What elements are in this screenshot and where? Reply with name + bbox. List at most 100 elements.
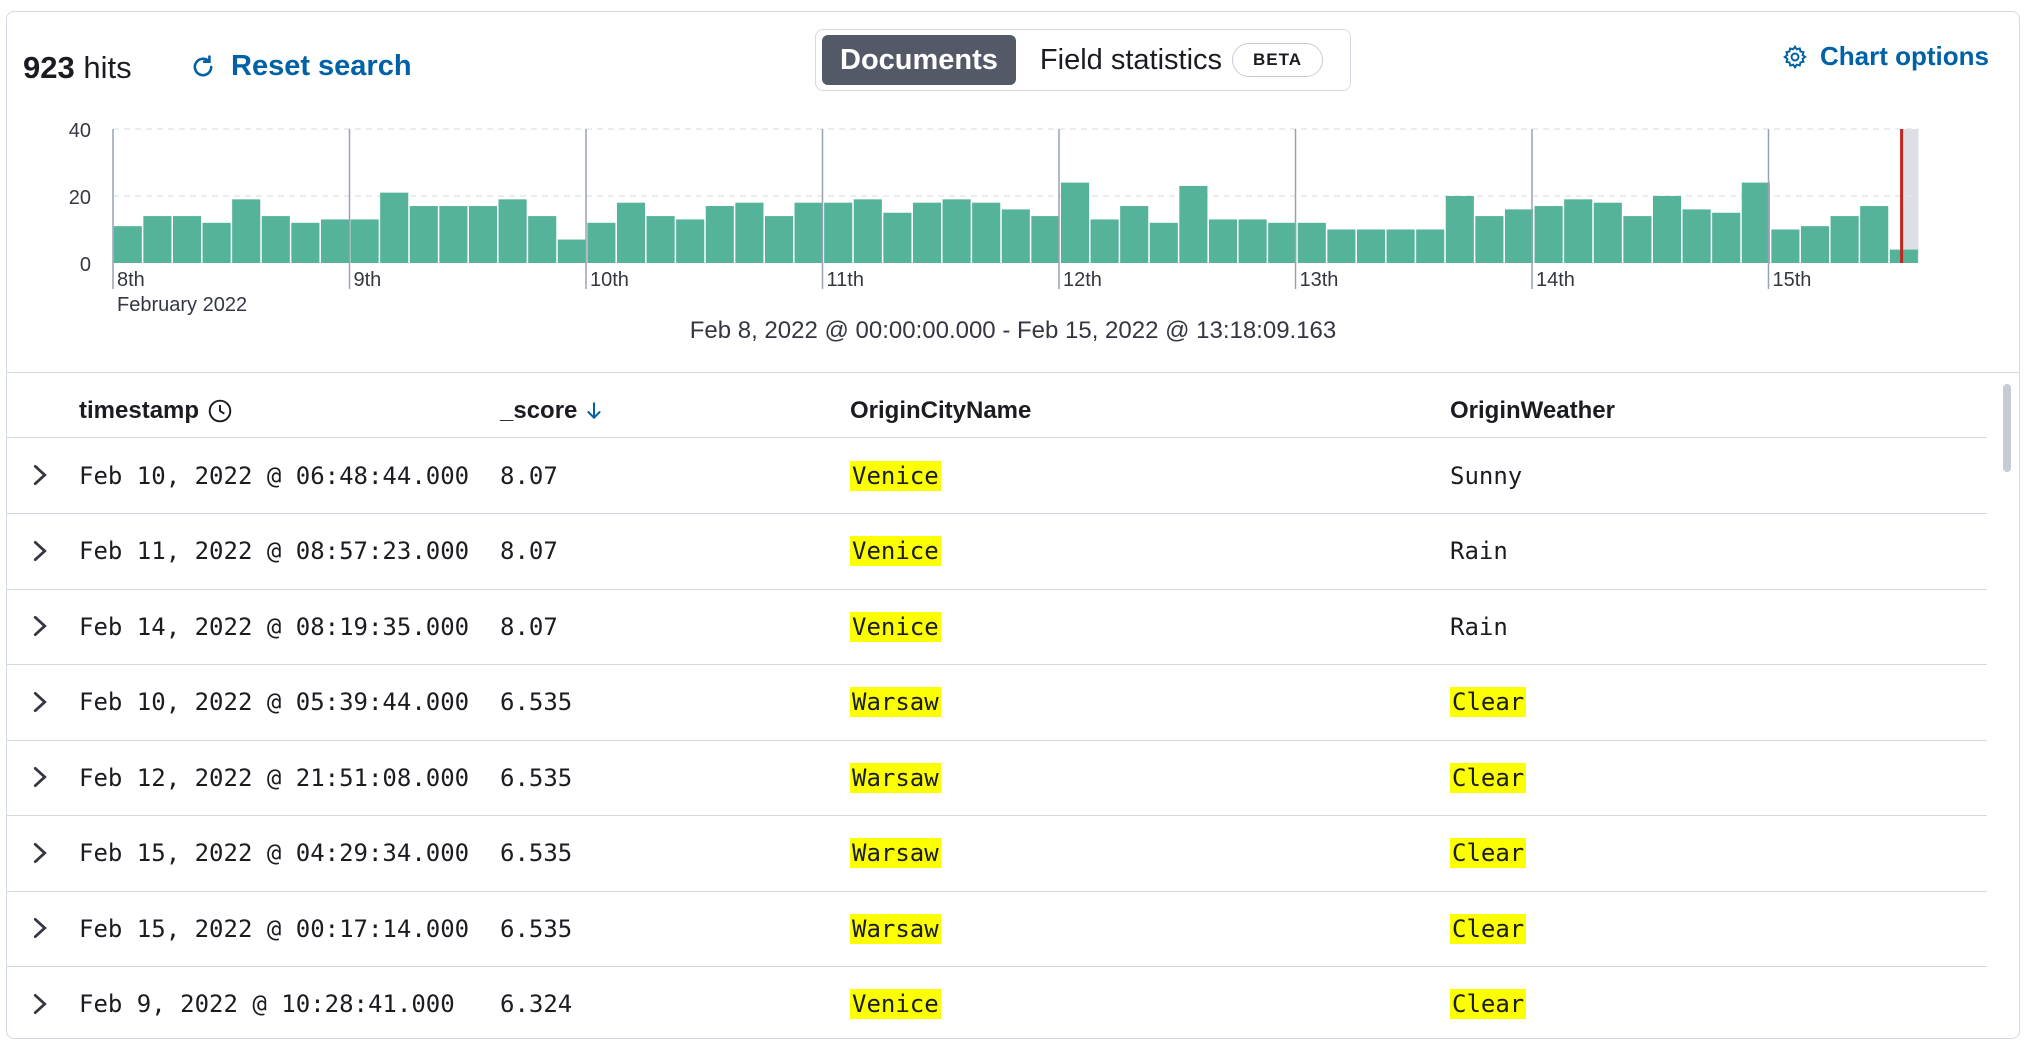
histogram-chart[interactable]: 0 20 40 8th 9th 10th 11th 12th 13th 14th 15th Febru…: [7, 107, 2019, 317]
histogram-bar: [439, 206, 468, 263]
timestamp-value: Feb 15, 2022 @ 00:17:14.000: [79, 914, 470, 943]
histogram-bar: [1297, 222, 1326, 263]
hits-number: 923: [23, 50, 75, 85]
refresh-icon: [193, 54, 213, 76]
y-tick-label: 20: [69, 187, 91, 209]
tab-documents[interactable]: Documents: [822, 35, 1016, 85]
reset-search-button[interactable]: Reset search: [189, 50, 412, 83]
chevron-right-icon[interactable]: [31, 766, 49, 788]
histogram-bar: [764, 216, 794, 263]
histogram-bar: [1682, 209, 1711, 263]
origin-city-value: Warsaw: [850, 838, 941, 868]
cell-score: 6.324: [500, 967, 573, 1039]
timestamp-value: Feb 14, 2022 @ 08:19:35.000: [79, 612, 470, 641]
histogram-bar: [1268, 222, 1297, 263]
cell-origin-weather: Rain: [1450, 589, 1508, 664]
table-row[interactable]: Feb 10, 2022 @ 06:48:44.000 8.07 Venice Sun…: [7, 438, 1987, 514]
x-tick-label: 14th: [1536, 269, 1575, 291]
table-row[interactable]: Feb 12, 2022 @ 21:51:08.000 6.535 Warsaw Cl…: [7, 740, 1987, 816]
column-header-origin-city[interactable]: OriginCityName: [850, 397, 1031, 425]
cell-origin-city: Warsaw: [850, 816, 941, 891]
x-tick-label: 10th: [590, 269, 629, 291]
histogram-bar: [705, 206, 734, 263]
histogram-bar: [794, 202, 823, 263]
histogram-bar: [616, 202, 646, 263]
table-row[interactable]: Feb 10, 2022 @ 05:39:44.000 6.535 Warsaw Cl…: [7, 665, 1987, 741]
column-header-timestamp[interactable]: timestamp: [79, 397, 233, 425]
histogram-bar: [232, 199, 261, 263]
table-row[interactable]: Feb 15, 2022 @ 00:17:14.000 6.535 Warsaw Cl…: [7, 891, 1987, 967]
chevron-right-icon[interactable]: [31, 917, 49, 939]
cell-score: 6.535: [500, 665, 572, 740]
chevron-right-icon[interactable]: [31, 691, 49, 713]
table-scrollbar[interactable]: [2003, 384, 2011, 472]
sort-desc-icon[interactable]: [585, 401, 603, 421]
chevron-right-icon[interactable]: [31, 842, 49, 864]
histogram-bar: [1830, 216, 1859, 263]
origin-weather-value: Clear: [1450, 838, 1527, 868]
histogram-bar: [1120, 206, 1149, 263]
histogram-bar: [320, 219, 350, 263]
tab-documents-label: Documents: [840, 43, 998, 76]
score-value: 6.535: [500, 763, 573, 792]
chevron-right-icon[interactable]: [31, 464, 49, 486]
score-value: 6.324: [500, 990, 573, 1018]
y-tick-label: 40: [69, 120, 91, 142]
histogram-bar: [1179, 185, 1208, 263]
histogram-bar: [557, 239, 586, 263]
x-tick-label: 15th: [1773, 269, 1812, 291]
column-header-score[interactable]: _score: [500, 397, 603, 425]
cell-timestamp: Feb 12, 2022 @ 21:51:08.000: [79, 740, 469, 815]
histogram-bar: [1889, 249, 1918, 263]
chevron-right-icon[interactable]: [31, 615, 49, 637]
histogram-bar: [1593, 202, 1622, 263]
column-header-origin-weather[interactable]: OriginWeather: [1450, 397, 1615, 425]
histogram-bar: [291, 222, 320, 263]
histogram-bar: [587, 222, 616, 263]
histogram-bar: [646, 216, 675, 263]
histogram-bar: [1771, 229, 1800, 263]
histogram-bar: [1741, 182, 1770, 263]
origin-city-value: Warsaw: [850, 762, 941, 793]
histogram-bar: [1001, 209, 1030, 263]
tab-field-statistics[interactable]: Field statistics BETA: [1022, 35, 1341, 85]
cell-score: 8.07: [500, 438, 558, 513]
timestamp-value: Feb 11, 2022 @ 08:57:23.000: [79, 537, 470, 565]
histogram-bar: [1564, 199, 1593, 263]
score-value: 8.07: [500, 537, 558, 565]
chevron-right-icon[interactable]: [31, 540, 49, 562]
histogram-bar: [1800, 226, 1830, 263]
origin-city-value: Warsaw: [850, 687, 941, 717]
table-row[interactable]: Feb 15, 2022 @ 04:29:34.000 6.535 Warsaw Cl…: [7, 816, 1987, 892]
histogram-bar: [1475, 216, 1504, 263]
score-value: 6.535: [500, 914, 573, 943]
histogram-bar: [1327, 229, 1356, 263]
score-value: 8.07: [500, 461, 558, 490]
origin-city-value: Venice: [850, 611, 941, 642]
cell-origin-city: Warsaw: [850, 891, 941, 966]
column-timestamp-label: timestamp: [79, 397, 200, 424]
cell-origin-city: Warsaw: [850, 740, 941, 815]
chart-options-button[interactable]: Chart options: [1782, 41, 1989, 72]
histogram-bar: [1031, 216, 1060, 263]
origin-weather-value: Clear: [1450, 687, 1527, 717]
histogram-bar: [261, 216, 290, 263]
x-tick-label: 9th: [354, 269, 382, 291]
histogram-bar: [172, 216, 202, 263]
histogram-bar: [735, 202, 764, 263]
chevron-right-icon[interactable]: [31, 993, 49, 1015]
cell-origin-city: Venice: [850, 967, 941, 1039]
histogram-bar: [972, 202, 1001, 263]
histogram-bar: [1386, 229, 1415, 263]
table-row[interactable]: Feb 11, 2022 @ 08:57:23.000 8.07 Venice Rai…: [7, 514, 1987, 590]
table-row[interactable]: Feb 9, 2022 @ 10:28:41.000 6.324 Venice Cle…: [7, 967, 1987, 1039]
histogram-bar: [1060, 182, 1090, 263]
histogram-bar: [853, 199, 882, 263]
origin-weather-value: Sunny: [1450, 461, 1523, 490]
reset-search-label: Reset search: [231, 50, 412, 82]
table-row[interactable]: Feb 14, 2022 @ 08:19:35.000 8.07 Venice Rai…: [7, 589, 1987, 665]
histogram-bar: [409, 206, 438, 263]
y-tick-label: 0: [80, 254, 91, 276]
x-tick-label: 11th: [827, 269, 864, 291]
cell-origin-city: Venice: [850, 589, 941, 664]
